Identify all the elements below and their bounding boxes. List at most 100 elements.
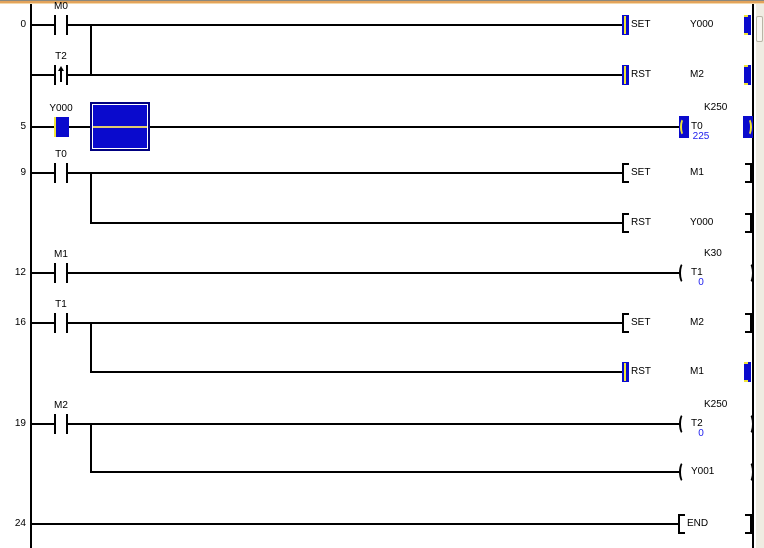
coil-open	[679, 461, 689, 483]
coil-operand[interactable]: T2	[691, 418, 703, 429]
rung-line	[90, 471, 681, 473]
device-label: M0	[54, 1, 68, 12]
coil-close	[743, 116, 753, 138]
contact-bar	[66, 65, 68, 85]
rung-line	[90, 371, 623, 373]
coil-operand[interactable]: T1	[691, 267, 703, 278]
rung-line	[68, 172, 623, 174]
timer-preset: K30	[704, 248, 722, 259]
instruction-op[interactable]: RST	[631, 217, 651, 228]
rung-number: 5	[20, 121, 26, 132]
contact-T2[interactable]	[54, 65, 56, 85]
instruction-bracket-close	[745, 163, 752, 183]
rung-line	[32, 523, 679, 525]
branch-line	[90, 173, 92, 224]
instruction-bracket-close	[745, 514, 752, 534]
rising-pulse-stem	[60, 71, 62, 82]
contact-M1[interactable]	[54, 263, 56, 283]
coil-close	[744, 262, 754, 284]
device-label: T1	[55, 299, 67, 310]
contact-M0[interactable]	[54, 15, 56, 35]
contact-T0[interactable]	[54, 163, 56, 183]
instruction-op[interactable]: RST	[631, 366, 651, 377]
rung-line	[90, 222, 623, 224]
device-label: M1	[54, 249, 68, 260]
bracket-highlight-mark	[744, 65, 748, 67]
rung-number: 16	[14, 317, 26, 328]
instruction-operand[interactable]: Y000	[690, 217, 714, 228]
instruction-bracket-open	[678, 514, 685, 534]
rung-number: 19	[14, 418, 26, 429]
rung-line	[68, 74, 623, 76]
instruction-op[interactable]: SET	[631, 317, 651, 328]
window-top-edge	[0, 0, 764, 4]
coil-operand[interactable]: Y001	[691, 466, 715, 477]
bracket-highlight-mark	[624, 16, 626, 34]
window-top-edge-line	[0, 0, 764, 1]
instruction-op[interactable]: END	[687, 518, 709, 529]
rung-number: 24	[14, 518, 26, 529]
instruction-bracket-open	[622, 313, 629, 333]
rung-number: 12	[14, 267, 26, 278]
coil-close	[744, 413, 754, 435]
coil-highlight-arc	[744, 118, 752, 136]
rising-pulse-arrow-icon	[58, 66, 64, 71]
rung-line	[68, 423, 681, 425]
instruction-op[interactable]: RST	[631, 69, 651, 80]
instruction-bracket-open	[622, 213, 629, 233]
contact-bar	[66, 414, 68, 434]
instruction-operand[interactable]: Y000	[690, 19, 714, 30]
contact-M2[interactable]	[54, 414, 56, 434]
rung-line	[68, 126, 681, 128]
coil-open	[679, 116, 689, 138]
rung-line	[68, 322, 623, 324]
rung-line	[68, 24, 623, 26]
contact-bar	[66, 263, 68, 283]
instruction-operand[interactable]: M1	[690, 366, 704, 377]
bracket-highlight-mark	[744, 362, 748, 364]
instruction-bracket-close	[744, 15, 751, 35]
contact-bar	[66, 15, 68, 35]
bracket-highlight-mark	[624, 66, 626, 84]
rung-number: 9	[20, 167, 26, 178]
timer-current-value: 0	[698, 428, 704, 439]
bracket-highlight-mark	[744, 15, 748, 17]
window-top-edge-line	[0, 3, 764, 4]
bracket-highlight-mark	[624, 363, 626, 381]
rung-line	[32, 423, 54, 425]
coil-operand[interactable]: T0	[691, 121, 703, 132]
instruction-op[interactable]: SET	[631, 167, 651, 178]
bracket-highlight-mark	[744, 380, 748, 382]
contact-energized-mark	[54, 117, 56, 137]
instruction-operand[interactable]: M2	[690, 317, 704, 328]
instruction-operand[interactable]: M2	[690, 69, 704, 80]
rung-line	[32, 322, 54, 324]
branch-line	[90, 424, 92, 473]
instruction-op[interactable]: SET	[631, 19, 651, 30]
contact-Y000[interactable]	[56, 117, 69, 137]
instruction-bracket-close	[745, 213, 752, 233]
device-label: M2	[54, 400, 68, 411]
scrollbar-thumb[interactable]	[756, 16, 763, 42]
rung-number: 0	[20, 19, 26, 30]
bracket-highlight-mark	[744, 83, 748, 85]
bracket-highlight-mark	[744, 33, 748, 35]
window-top-edge-line	[0, 1, 764, 3]
instruction-bracket-open	[622, 163, 629, 183]
rung-line	[32, 24, 54, 26]
contact-T1[interactable]	[54, 313, 56, 333]
contact-bar	[66, 313, 68, 333]
vertical-scrollbar[interactable]	[756, 4, 764, 548]
coil-open	[679, 262, 689, 284]
coil-close	[744, 461, 754, 483]
device-label: T0	[55, 149, 67, 160]
timer-preset: K250	[704, 102, 728, 113]
instruction-operand[interactable]: M1	[690, 167, 704, 178]
branch-line	[90, 25, 92, 76]
branch-line	[90, 323, 92, 373]
rung-line	[32, 172, 54, 174]
rung-line	[68, 272, 681, 274]
rung-line	[32, 272, 54, 274]
